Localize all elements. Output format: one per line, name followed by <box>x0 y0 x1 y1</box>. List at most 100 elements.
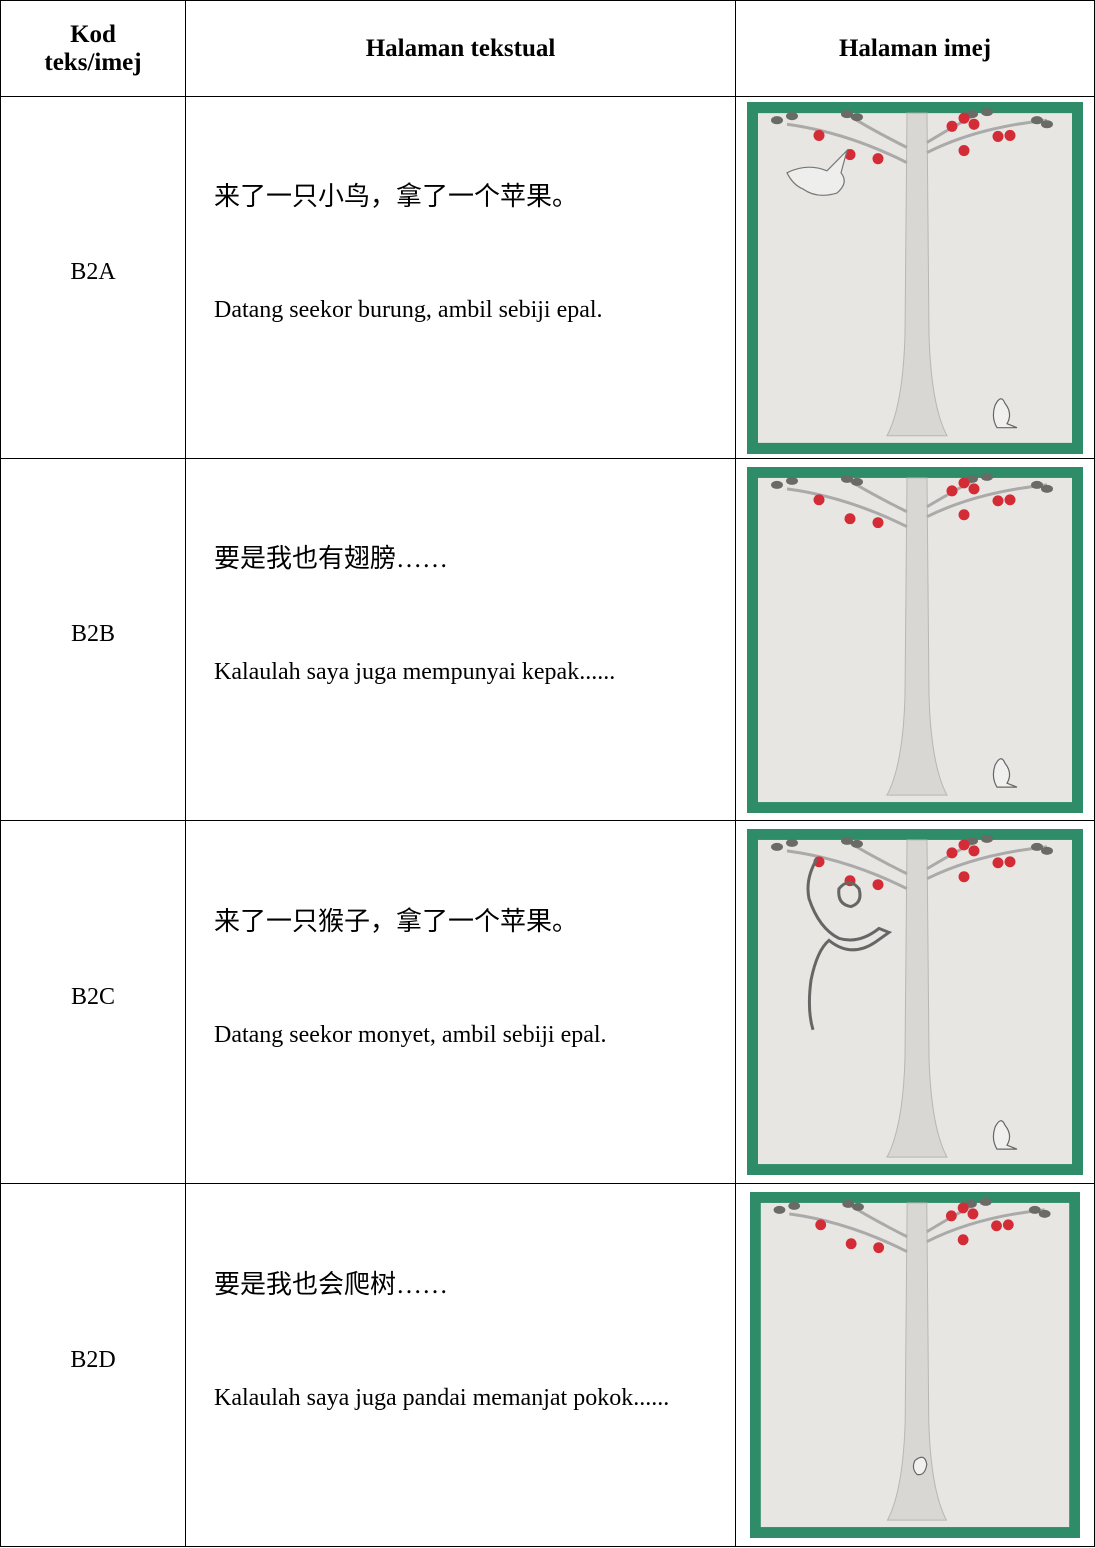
leaf <box>852 1202 864 1211</box>
image-cell <box>735 458 1095 821</box>
mouse <box>912 1456 928 1476</box>
table-body: B2A 来了一只小鸟，拿了一个苹果。 Datang seekor burung, a… <box>0 96 1095 1547</box>
leaf <box>981 107 993 116</box>
apple <box>958 871 970 883</box>
chinese-text: 要是我也会爬树…… <box>214 1269 449 1299</box>
leaf <box>841 474 853 483</box>
leaf <box>1031 480 1043 489</box>
leaf <box>1028 1205 1041 1214</box>
leaf <box>771 115 783 124</box>
apple <box>991 1220 1002 1232</box>
apple <box>958 476 970 488</box>
apple <box>815 1219 827 1231</box>
monkey <box>806 858 893 1031</box>
apple <box>946 484 958 496</box>
leaf <box>841 836 853 845</box>
chinese-text: 来了一只小鸟，拿了一个苹果。 <box>214 182 579 211</box>
apple <box>968 845 980 857</box>
header-cell: Halaman imej <box>735 0 1095 97</box>
leaf <box>851 112 863 121</box>
chinese-text: 来了一只猴子，拿了一个苹果。 <box>214 906 579 936</box>
trunk <box>886 839 948 1158</box>
apple <box>958 112 970 124</box>
branches <box>786 477 1048 528</box>
row: B2D 要是我也会爬树…… Kalaulah saya juga pandai me… <box>0 1183 1095 1547</box>
code-cell: B2B <box>0 458 186 821</box>
leaf <box>851 839 863 848</box>
image-cell <box>735 820 1095 1184</box>
leaf <box>773 1205 786 1214</box>
text-cell: 要是我也有翅膀…… Kalaulah saya juga mempunyai ke… <box>185 458 736 821</box>
mouse <box>992 397 1018 428</box>
apple <box>946 847 958 859</box>
malay-text: Datang seekor burung, ambil sebiji epal. <box>214 297 603 323</box>
header-cell: Halaman tekstual <box>185 0 736 97</box>
malay-text: Datang seekor monyet, ambil sebiji epal. <box>214 1021 607 1048</box>
apple <box>844 512 856 524</box>
header-cell: Kod teks/imej <box>0 0 186 97</box>
text-cell: 来了一只猴子，拿了一个苹果。 Datang seekor monyet, ambi… <box>185 820 736 1184</box>
apple <box>968 482 980 494</box>
leaf <box>842 1199 855 1208</box>
image-cell <box>735 96 1095 459</box>
apple <box>873 1242 885 1254</box>
leaf <box>786 111 798 120</box>
header-row: Kod teks/imej Halaman tekstual Halaman i… <box>0 0 1095 97</box>
apple <box>845 1238 857 1250</box>
apple <box>967 1208 979 1220</box>
row: B2C 来了一只猴子，拿了一个苹果。 Datang seekor monyet, a… <box>0 820 1095 1184</box>
malay-text: Kalaulah saya juga mempunyai kepak...... <box>214 659 616 685</box>
apple <box>813 493 825 505</box>
row: B2A 来了一只小鸟，拿了一个苹果。 Datang seekor burung, a… <box>0 96 1095 459</box>
apple <box>1004 856 1016 868</box>
mouse <box>992 757 1018 788</box>
apple <box>1004 493 1016 505</box>
text-cell: 要是我也会爬树…… Kalaulah saya juga pandai meman… <box>185 1183 736 1547</box>
code-cell: B2D <box>0 1183 186 1547</box>
code-cell: B2A <box>0 96 186 459</box>
leaf <box>981 834 993 843</box>
apple <box>992 494 1004 506</box>
illustration <box>747 829 1083 1175</box>
image-cell <box>735 1183 1095 1547</box>
code-cell: B2C <box>0 820 186 1184</box>
leaf <box>841 109 853 118</box>
apple <box>968 118 980 130</box>
leaf <box>771 842 783 851</box>
leaf <box>979 1197 992 1206</box>
leaf <box>788 1201 801 1210</box>
branches <box>789 1202 1045 1253</box>
chinese-text: 要是我也有翅膀…… <box>214 544 449 573</box>
branches <box>786 839 1048 890</box>
trunk <box>886 1202 948 1521</box>
text-cell: 来了一只小鸟，拿了一个苹果。 Datang seekor burung, ambi… <box>185 96 736 459</box>
branches <box>786 112 1048 164</box>
apple <box>946 120 958 132</box>
apple <box>813 129 825 141</box>
apple <box>872 516 884 528</box>
malay-text: Kalaulah saya juga pandai memanjat pokok… <box>214 1384 670 1411</box>
leaf <box>1041 484 1053 493</box>
row: B2B 要是我也有翅膀…… Kalaulah saya juga mempunyai… <box>0 458 1095 821</box>
apple <box>958 508 970 520</box>
apple <box>945 1210 957 1222</box>
apple <box>958 839 970 851</box>
illustration <box>750 1192 1080 1538</box>
apple <box>992 857 1004 869</box>
apple <box>1004 129 1016 141</box>
leaf <box>786 838 798 847</box>
leaf <box>1041 846 1053 855</box>
apple <box>872 152 884 164</box>
illustration <box>747 101 1083 454</box>
illustration <box>747 466 1083 813</box>
apple <box>992 130 1004 142</box>
leaf <box>851 477 863 486</box>
apple <box>957 1202 969 1214</box>
mouse <box>992 1120 1018 1150</box>
apple <box>1002 1219 1014 1231</box>
leaf <box>1031 115 1043 124</box>
leaf <box>981 472 993 481</box>
